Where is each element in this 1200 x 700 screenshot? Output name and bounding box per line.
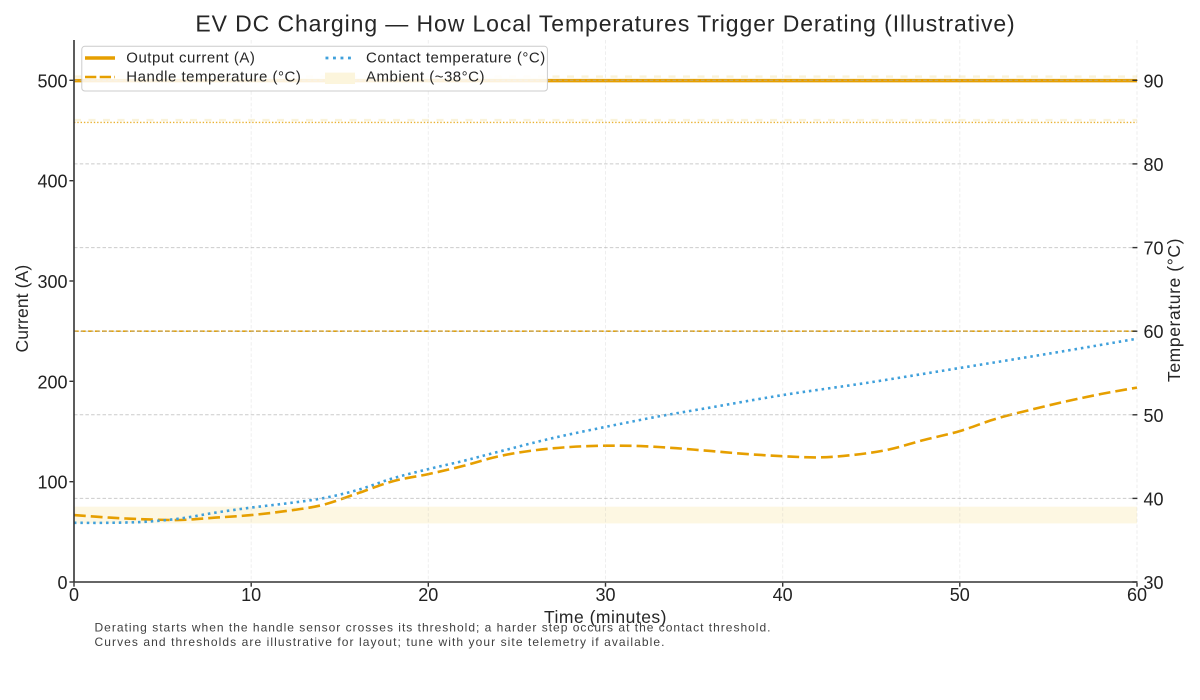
svg-text:100: 100 xyxy=(37,473,67,493)
svg-text:EV DC Charging — How Local Tem: EV DC Charging — How Local Temperatures … xyxy=(195,11,1015,37)
svg-text:0: 0 xyxy=(69,585,79,605)
svg-text:60: 60 xyxy=(1127,585,1147,605)
svg-text:20: 20 xyxy=(418,585,438,605)
svg-text:70: 70 xyxy=(1144,239,1164,259)
svg-text:500: 500 xyxy=(37,71,67,91)
svg-text:Current (A): Current (A) xyxy=(12,265,32,353)
svg-text:40: 40 xyxy=(773,585,793,605)
svg-text:40: 40 xyxy=(1144,489,1164,509)
svg-text:Derating starts when the handl: Derating starts when the handle sensor c… xyxy=(95,620,772,634)
svg-text:400: 400 xyxy=(37,172,67,192)
svg-text:50: 50 xyxy=(950,585,970,605)
svg-text:300: 300 xyxy=(37,272,67,292)
svg-text:80: 80 xyxy=(1144,155,1164,175)
svg-text:30: 30 xyxy=(595,585,615,605)
svg-text:Handle temperature (°C): Handle temperature (°C) xyxy=(126,69,301,86)
svg-text:30: 30 xyxy=(1144,573,1164,593)
svg-text:Contact temperature (°C): Contact temperature (°C) xyxy=(366,50,546,67)
svg-text:60: 60 xyxy=(1144,322,1164,342)
svg-text:Ambient (~38°C): Ambient (~38°C) xyxy=(366,69,485,86)
svg-text:10: 10 xyxy=(241,585,261,605)
svg-text:90: 90 xyxy=(1144,71,1164,91)
svg-text:50: 50 xyxy=(1144,406,1164,426)
svg-text:Temperature (°C): Temperature (°C) xyxy=(1164,238,1184,382)
svg-text:Curves and thresholds are illu: Curves and thresholds are illustrative f… xyxy=(95,635,666,649)
svg-text:Output current (A): Output current (A) xyxy=(126,50,255,67)
svg-text:Time (minutes): Time (minutes) xyxy=(544,607,667,627)
svg-text:0: 0 xyxy=(57,573,67,593)
svg-text:200: 200 xyxy=(37,372,67,392)
